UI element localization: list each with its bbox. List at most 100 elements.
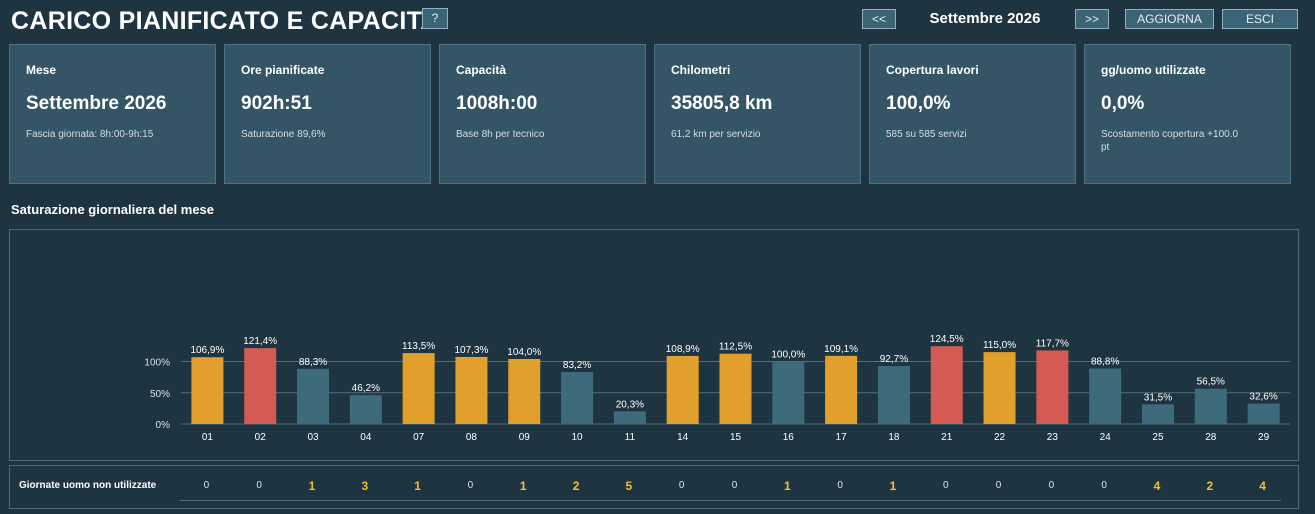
unused-days-value: 0 [1048,480,1055,491]
x-tick-label: 07 [413,432,425,443]
bar [877,366,910,424]
y-tick-label: 50% [150,389,170,400]
kpi-value: 35805,8 km [671,93,773,114]
x-tick-label: 04 [360,432,372,443]
daily-saturation-chart-panel: 0% 50% 100% 106,9% 01 121,4% 02 88,3% 03 46,2% 04 1… [9,229,1299,461]
bar [244,348,277,424]
kpi-value: 902h:51 [241,93,312,114]
unused-days-value: 2 [1206,479,1214,493]
bar [613,411,646,424]
x-tick-label: 18 [888,432,900,443]
current-month-label: Settembre 2026 [929,10,1041,27]
x-tick-label: 10 [572,432,584,443]
x-tick-label: 28 [1205,432,1217,443]
kpi-card-month: Mese Settembre 2026 Fascia giornata: 8h:… [9,44,216,184]
kpi-subtext: Fascia giornata: 8h:00-9h:15 [26,129,154,140]
exit-button[interactable]: ESCI [1222,9,1298,29]
bar [455,356,488,424]
unused-days-value: 4 [1153,479,1161,493]
x-tick-label: 29 [1258,432,1270,443]
unused-days-label: Giornate uomo non utilizzate [19,480,157,491]
bar-value-label: 107,3% [454,345,488,356]
bar-value-label: 124,5% [930,334,964,345]
bar-value-label: 32,6% [1249,392,1277,403]
unused-days-value: 0 [1101,480,1107,491]
x-tick-label: 21 [941,432,953,443]
x-tick-label: 01 [202,432,214,443]
kpi-value: 0,0% [1101,93,1145,114]
x-tick-label: 03 [307,432,319,443]
unused-days-value: 0 [256,480,262,491]
daily-saturation-chart: 0% 50% 100% 106,9% 01 121,4% 02 88,3% 03 46,2% 04 1… [144,334,1290,443]
x-tick-label: 09 [519,432,531,443]
bar-value-label: 115,0% [983,340,1016,351]
unused-days-value: 1 [783,479,791,493]
kpi-card-man-days-used: gg/uomo utilizzate 0,0% Scostamento cope… [1084,44,1291,184]
bar [297,368,330,424]
previous-month-button[interactable]: << [862,9,896,29]
kpi-label: gg/uomo utilizzate [1101,63,1206,77]
bar [402,353,435,424]
bar-value-label: 112,5% [719,342,752,353]
unused-days-value: 1 [414,479,421,493]
unused-days-value: 0 [995,480,1002,491]
kpi-card-planned-hours: Ore pianificate 902h:51 Saturazione 89,6… [224,44,431,184]
y-tick-label: 100% [144,358,170,369]
unused-days-value: 0 [942,480,949,491]
kpi-label: Chilometri [671,63,731,77]
x-tick-label: 24 [1100,432,1112,443]
bar [719,353,752,424]
unused-days-value: 1 [519,479,527,493]
kpi-label: Mese [26,63,57,77]
bar [983,352,1016,424]
unused-days-value: 0 [837,480,843,491]
kpi-value: Settembre 2026 [26,93,167,114]
kpi-card-capacity: Capacità 1008h:00 Base 8h per tecnico [439,44,646,184]
x-tick-label: 15 [730,432,742,443]
bar-value-label: 117,7% [1036,338,1069,349]
next-month-button[interactable]: >> [1075,9,1109,29]
kpi-label: Capacità [456,63,507,77]
help-button[interactable]: ? [422,8,448,29]
bar-value-label: 104,0% [507,347,541,358]
bar [349,395,382,424]
kpi-card-kilometers: Chilometri 35805,8 km 61,2 km per serviz… [654,44,861,184]
unused-days-value: 0 [678,480,685,491]
bar-value-label: 56,5% [1197,377,1225,388]
bar [825,355,858,424]
bar [930,346,963,424]
unused-days-value: 1 [889,479,897,493]
bar [1194,388,1227,424]
kpi-subtext: Base 8h per tecnico [456,129,545,140]
bar-value-label: 88,8% [1091,357,1119,368]
unused-days-value: 4 [1259,479,1266,493]
x-tick-label: 08 [466,432,478,443]
page-title: CARICO PIANIFICATO E CAPACITA' [11,7,445,35]
bar-value-label: 88,3% [299,357,327,368]
x-tick-label: 23 [1047,432,1059,443]
bar [772,361,805,424]
bar-value-label: 83,2% [563,360,591,371]
unused-days-value: 0 [467,480,474,491]
kpi-label: Copertura lavori [886,63,979,77]
bar [1036,350,1069,424]
kpi-subtext: Saturazione 89,6% [241,129,326,140]
bar-value-label: 113,5% [402,341,435,352]
bar-value-label: 121,4% [243,336,277,347]
x-tick-label: 22 [994,432,1006,443]
unused-days-value: 1 [308,479,316,493]
bar-value-label: 31,5% [1144,392,1172,403]
bar-value-label: 20,3% [616,399,644,410]
x-tick-label: 02 [255,432,267,443]
x-tick-label: 14 [677,432,689,443]
unused-days-value: 0 [203,480,210,491]
bar [191,357,224,424]
bar [1089,368,1122,424]
refresh-button[interactable]: AGGIORNA [1125,9,1214,29]
bar-value-label: 106,9% [190,345,224,356]
kpi-value: 100,0% [886,93,951,114]
bar [561,372,594,424]
x-tick-label: 17 [836,432,848,443]
unused-days-value: 5 [625,479,633,493]
kpi-subtext: 61,2 km per servizio [671,129,761,140]
